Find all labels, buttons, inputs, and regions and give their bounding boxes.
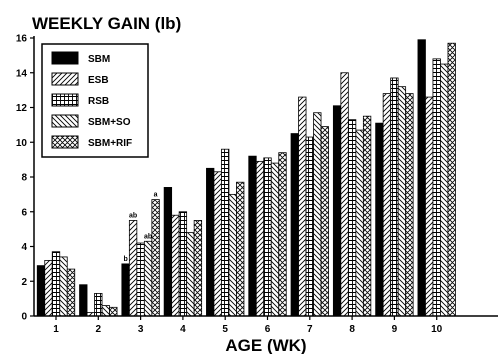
x-tick-label: 7 <box>307 324 313 335</box>
bar <box>320 126 329 317</box>
bar <box>362 115 372 317</box>
bar <box>390 77 399 317</box>
bar <box>121 263 130 317</box>
x-tick-label: 3 <box>138 324 144 335</box>
bar-annotation: b <box>123 256 127 263</box>
bar <box>151 199 160 317</box>
bar <box>79 284 88 317</box>
bar <box>332 105 342 317</box>
bar-annotation: ab <box>144 233 152 240</box>
legend-swatch <box>51 114 79 128</box>
legend-label: SBM+SO <box>88 117 131 128</box>
bar <box>193 220 203 317</box>
legend-swatch <box>51 51 79 65</box>
bar <box>213 171 222 317</box>
bar <box>375 122 384 317</box>
y-tick-label: 10 <box>16 138 28 149</box>
annotations-group: b ab ab a <box>123 192 157 263</box>
bar <box>66 268 76 317</box>
bar <box>36 265 46 317</box>
bar <box>405 93 414 317</box>
x-axis-title: AGE (WK) <box>225 336 306 354</box>
y-tick-label: 16 <box>16 34 28 45</box>
legend-swatch <box>51 93 79 107</box>
bar-annotation: ab <box>129 212 137 219</box>
bars-group <box>36 39 456 317</box>
bar <box>432 58 441 317</box>
bar <box>355 129 364 317</box>
bar <box>425 96 434 317</box>
x-tick-label: 8 <box>349 324 355 335</box>
bar <box>340 72 349 317</box>
bar <box>143 240 153 317</box>
bar <box>397 86 407 317</box>
bar <box>101 305 110 317</box>
bar <box>59 256 68 317</box>
bar <box>51 251 61 317</box>
bar <box>171 214 180 317</box>
bar <box>255 160 265 317</box>
legend-label: SBM+RIF <box>88 138 132 149</box>
legend-swatch <box>51 135 79 149</box>
x-tick-label: 2 <box>96 324 102 335</box>
y-tick-label: 4 <box>21 242 27 253</box>
bar <box>447 42 456 317</box>
bar <box>163 187 173 317</box>
bar <box>128 220 138 317</box>
x-tick-label: 6 <box>265 324 271 335</box>
bar-annotation: a <box>154 192 158 199</box>
x-tick-label: 9 <box>392 324 398 335</box>
bar <box>248 155 257 317</box>
bar <box>109 306 118 317</box>
bar <box>221 148 230 317</box>
bar <box>298 96 307 317</box>
bar <box>206 167 215 317</box>
bar <box>313 112 322 317</box>
bar <box>382 93 392 317</box>
bar <box>417 39 426 317</box>
bar <box>440 63 449 317</box>
y-tick-label: 12 <box>16 103 28 114</box>
bar <box>136 242 145 317</box>
x-ticks-group: 1 2 3 4 5 6 7 8 9 10 <box>53 316 443 335</box>
bar <box>263 157 272 317</box>
axes-group <box>33 36 498 317</box>
y-tick-label: 2 <box>21 277 27 288</box>
bar <box>236 181 245 317</box>
y-ticks-group: 0 2 4 6 8 10 12 14 16 <box>16 34 34 323</box>
legend-swatch <box>51 72 79 86</box>
y-tick-label: 14 <box>16 68 28 79</box>
bar <box>305 136 314 317</box>
legend-label: SBM <box>88 54 110 65</box>
legend: SBM ESB RSB SBM+SO SBM+RIF <box>41 43 149 158</box>
chart-title: WEEKLY GAIN (lb) <box>32 14 181 33</box>
y-tick-label: 6 <box>21 207 27 218</box>
bar <box>178 211 188 317</box>
bar <box>270 162 280 317</box>
bar <box>186 232 195 317</box>
bar <box>44 259 53 317</box>
legend-label: RSB <box>88 96 109 107</box>
bar <box>94 293 103 317</box>
bar <box>278 152 287 317</box>
bar <box>347 119 357 317</box>
bar <box>290 133 299 317</box>
x-tick-label: 4 <box>180 324 186 335</box>
legend-label: ESB <box>88 75 109 86</box>
y-tick-label: 8 <box>21 173 27 184</box>
bar <box>228 193 237 317</box>
x-tick-label: 10 <box>431 324 443 335</box>
y-tick-label: 0 <box>21 312 27 323</box>
x-tick-label: 1 <box>53 324 59 335</box>
x-tick-label: 5 <box>222 324 228 335</box>
